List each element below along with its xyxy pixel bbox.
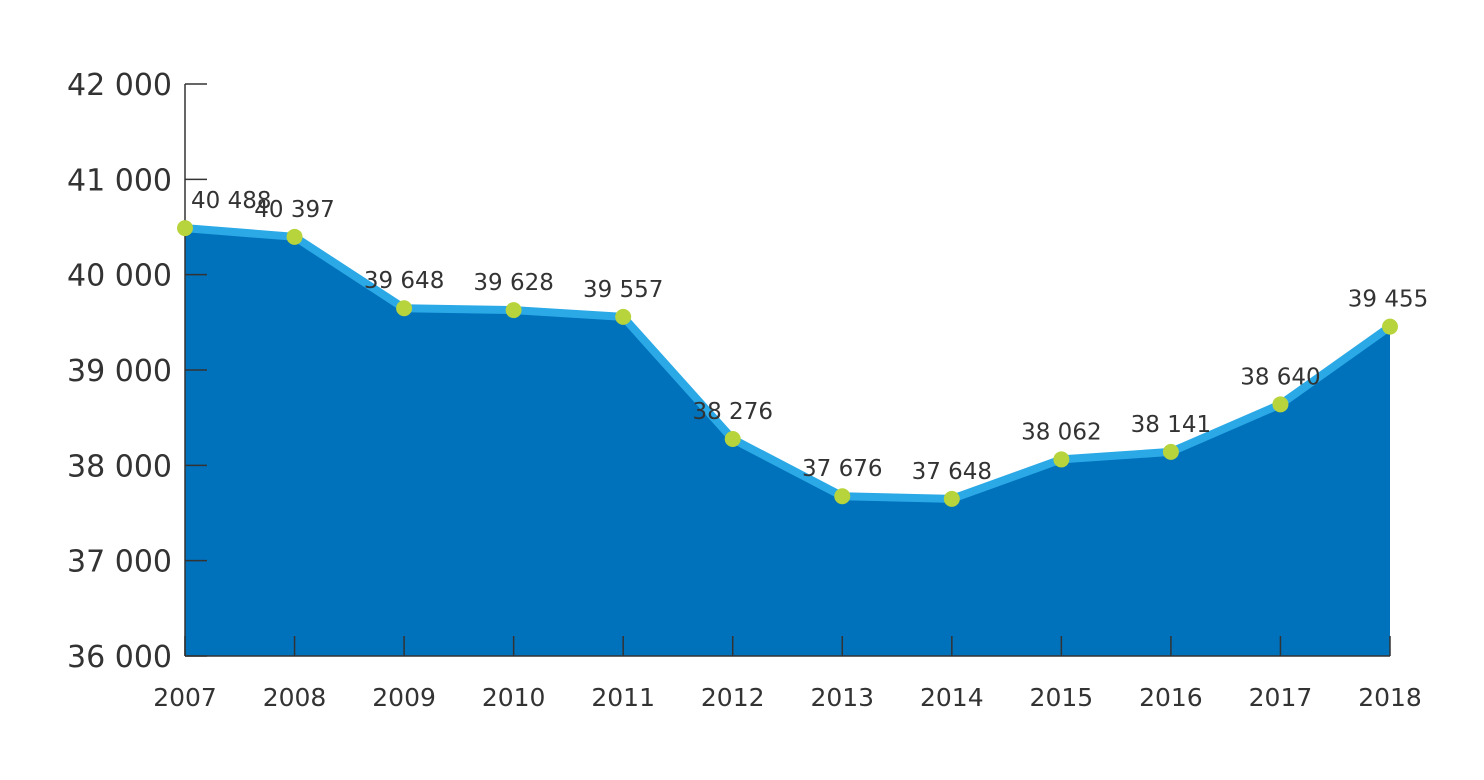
data-label: 38 062 [1021, 419, 1101, 445]
series-line [181, 224, 1394, 503]
data-label: 38 640 [1240, 364, 1320, 390]
data-point [1053, 451, 1070, 468]
data-point [724, 431, 741, 448]
x-tick-label: 2015 [1030, 683, 1094, 712]
data-label: 40 397 [254, 197, 334, 223]
data-label: 38 276 [692, 399, 772, 425]
data-point [834, 488, 851, 505]
y-tick-label: 40 000 [67, 259, 172, 294]
data-point [1382, 318, 1398, 335]
data-label: 39 648 [364, 268, 444, 294]
data-label: 38 141 [1131, 412, 1211, 438]
data-point [615, 308, 632, 325]
data-point [396, 300, 413, 317]
data-point [943, 490, 960, 507]
y-tick-label: 42 000 [67, 68, 172, 103]
x-tick-label: 2018 [1358, 683, 1422, 712]
x-tick-label: 2012 [701, 683, 765, 712]
data-label: 39 455 [1348, 287, 1428, 313]
x-tick-label: 2014 [920, 683, 984, 712]
y-tick-label: 38 000 [67, 449, 172, 484]
area-layer [181, 224, 1394, 657]
y-tick-label: 37 000 [67, 545, 172, 580]
axis-layer: 36 000 37 000 38 000 39 000 40 000 41 000 42 0… [67, 68, 1422, 712]
x-tick-label: 2007 [153, 683, 217, 712]
data-label: 37 676 [802, 456, 882, 482]
data-point [1272, 396, 1289, 413]
y-tick-label: 41 000 [67, 163, 172, 198]
y-tick-label: 36 000 [67, 640, 172, 675]
data-point [505, 302, 522, 319]
x-tick-label: 2011 [591, 683, 655, 712]
x-tick-label: 2010 [482, 683, 546, 712]
x-tick-label: 2008 [263, 683, 327, 712]
data-label: 40 488 [191, 188, 271, 214]
x-tick-label: 2013 [810, 683, 874, 712]
x-tick-label: 2017 [1249, 683, 1313, 712]
data-label: 39 628 [473, 270, 553, 296]
x-tick-label: 2016 [1139, 683, 1203, 712]
marker-layer [177, 220, 1398, 507]
x-tick-label: 2009 [372, 683, 436, 712]
y-tick-label: 39 000 [67, 354, 172, 389]
data-label: 37 648 [912, 459, 992, 485]
data-point [1162, 443, 1179, 460]
data-label: 39 557 [583, 277, 663, 303]
area-fill [185, 228, 1390, 657]
data-point [286, 228, 303, 245]
data-point [177, 220, 193, 237]
